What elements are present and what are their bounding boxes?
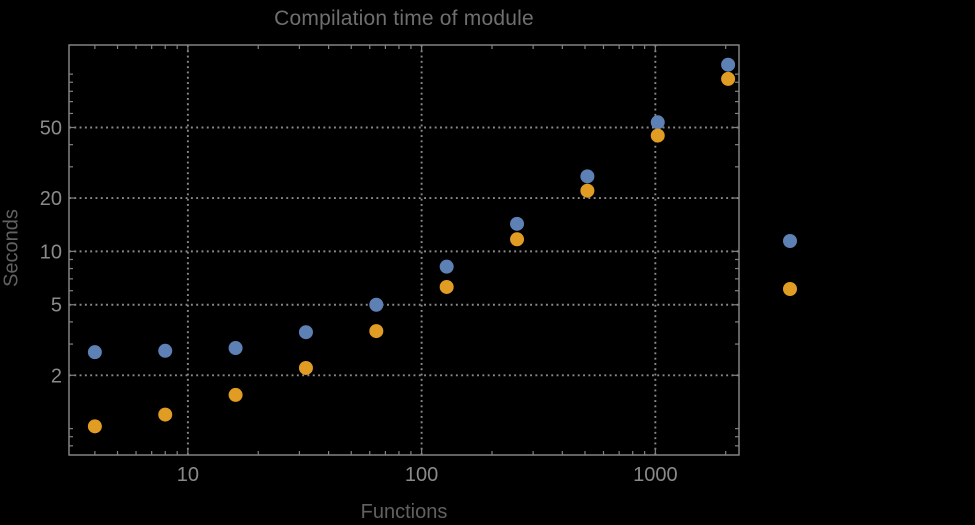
y-tick-label: 2 bbox=[51, 365, 62, 387]
data-point-orange bbox=[721, 71, 736, 86]
data-point-orange bbox=[650, 128, 665, 143]
data-point-orange bbox=[510, 232, 525, 247]
chart-title: Compilation time of module bbox=[274, 7, 534, 30]
data-point-orange bbox=[369, 324, 384, 339]
data-point-blue bbox=[87, 345, 102, 360]
data-point-blue bbox=[228, 341, 243, 356]
data-point-blue bbox=[369, 297, 384, 312]
y-axis-label: Seconds bbox=[0, 209, 23, 287]
data-point-orange bbox=[298, 360, 313, 375]
x-axis-label: Functions bbox=[360, 501, 448, 523]
data-point-orange bbox=[580, 183, 595, 198]
y-tick-label: 10 bbox=[40, 241, 62, 263]
x-tick-label: 10 bbox=[177, 464, 199, 486]
data-point-blue bbox=[298, 325, 313, 340]
data-point-blue bbox=[580, 169, 595, 184]
data-point-blue bbox=[439, 259, 454, 274]
data-point-orange bbox=[439, 279, 454, 294]
data-point-orange bbox=[228, 387, 243, 402]
x-tick-label: 1000 bbox=[633, 464, 678, 486]
y-tick-label: 20 bbox=[40, 188, 62, 210]
legend-marker-blue bbox=[783, 234, 797, 248]
legend-marker-orange bbox=[783, 282, 797, 296]
data-point-blue bbox=[650, 115, 665, 130]
data-point-blue bbox=[158, 343, 173, 358]
data-point-orange bbox=[158, 407, 173, 422]
data-point-orange bbox=[87, 419, 102, 434]
y-tick-label: 5 bbox=[51, 295, 62, 317]
y-tick-label: 50 bbox=[40, 117, 62, 139]
x-tick-label: 100 bbox=[405, 464, 438, 486]
data-point-blue bbox=[721, 57, 736, 72]
plot-frame bbox=[68, 44, 740, 456]
data-point-blue bbox=[510, 216, 525, 231]
